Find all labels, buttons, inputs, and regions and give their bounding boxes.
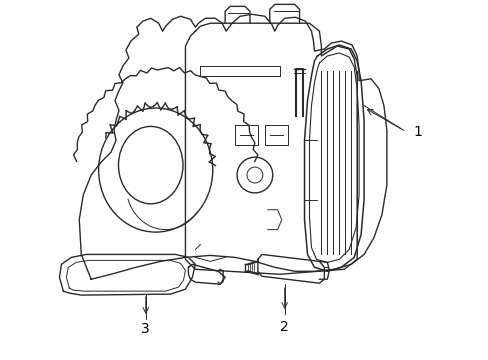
- Text: 1: 1: [413, 125, 422, 139]
- Text: 3: 3: [141, 322, 150, 336]
- Text: 2: 2: [280, 320, 288, 334]
